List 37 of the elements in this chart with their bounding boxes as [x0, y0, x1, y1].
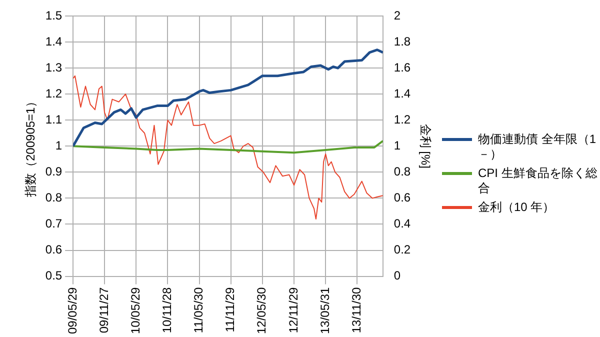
legend-label: 物価連動債 全年限（1－） — [478, 132, 598, 162]
legend-label: 金利（10 年） — [478, 200, 556, 215]
x-tick-label: 12/05/30 — [254, 286, 269, 334]
y2-tick-label: 1.8 — [394, 34, 411, 48]
y2-tick-label: 0.6 — [394, 190, 411, 205]
x-tick-label: 12/11/29 — [286, 286, 300, 334]
y2-tick-label: 1.2 — [394, 112, 411, 126]
y2-tick-label: 1.4 — [394, 86, 411, 100]
y2-tick-label: 1 — [394, 138, 401, 152]
y2-tick-label: 2 — [394, 8, 401, 22]
y-tick-label: 0.6 — [45, 242, 62, 257]
y2-axis-title: 金利 [%] — [418, 124, 432, 168]
x-tick-label: 09/05/29 — [65, 286, 80, 334]
legend-label: CPI 生鮮食品を除く総合 — [478, 166, 598, 196]
x-tick-label: 11/11/29 — [223, 286, 238, 332]
y2-tick-label: 1.6 — [394, 60, 411, 74]
y-tick-label: 0.8 — [45, 190, 62, 205]
y-axis-title: 指数（200905=1） — [24, 95, 38, 198]
y-tick-label: 1 — [55, 138, 62, 152]
y2-tick-label: 0.2 — [394, 242, 411, 257]
x-tick-label: 13/05/31 — [318, 286, 332, 334]
y-tick-label: 1.5 — [45, 8, 62, 22]
x-tick-label: 10/11/28 — [160, 286, 174, 334]
y2-tick-label: 0 — [394, 268, 401, 283]
y-tick-label: 1.2 — [45, 86, 62, 100]
y-tick-label: 1.4 — [45, 34, 62, 48]
x-tick-label: 13/11/30 — [350, 286, 364, 334]
y-tick-label: 1.3 — [45, 60, 62, 74]
y2-tick-label: 0.8 — [394, 164, 411, 178]
x-tick-label: 11/05/30 — [192, 286, 206, 334]
y-tick-label: 0.7 — [45, 216, 62, 231]
x-tick-label: 09/11/27 — [96, 286, 111, 334]
y-tick-label: 0.9 — [45, 164, 62, 178]
y-tick-label: 0.5 — [45, 268, 62, 283]
x-tick-label: 10/05/29 — [128, 286, 142, 334]
y2-tick-label: 0.4 — [394, 216, 411, 231]
y-tick-label: 1.1 — [45, 112, 62, 126]
